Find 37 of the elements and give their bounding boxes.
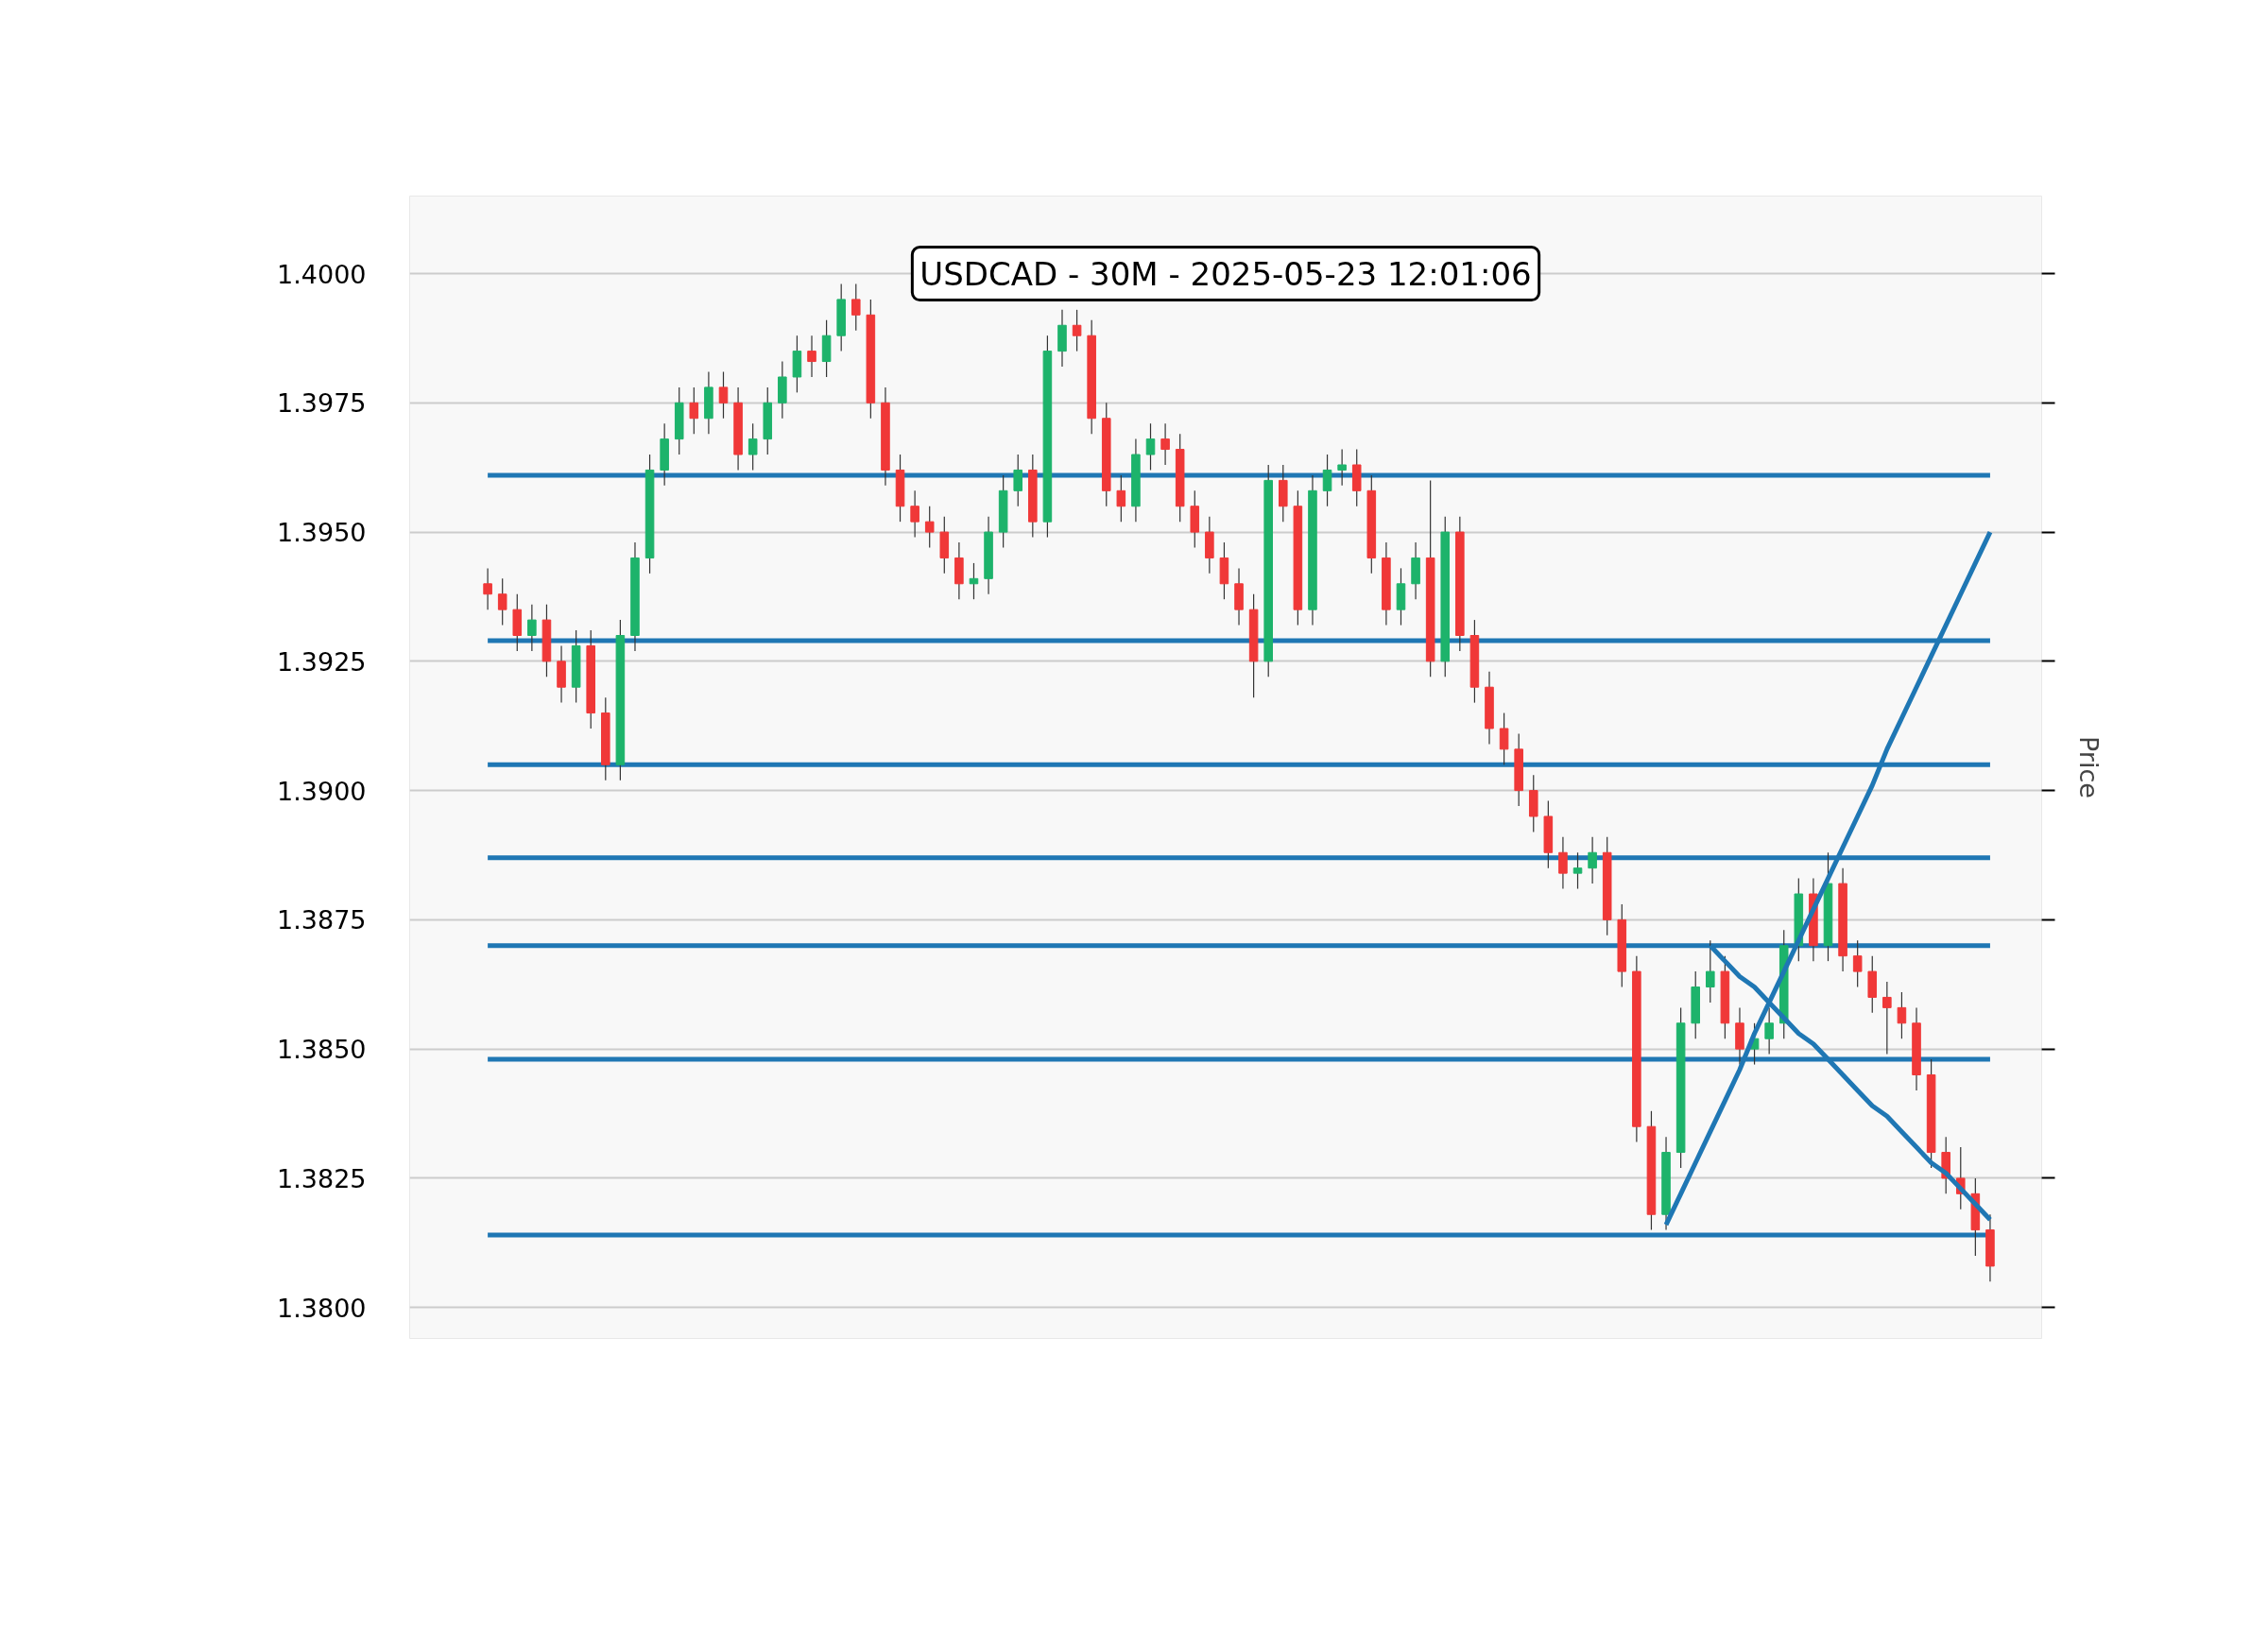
y-tick-label: 1.3850 bbox=[277, 1035, 367, 1065]
candlestick bbox=[747, 422, 758, 472]
candlestick bbox=[1764, 1006, 1774, 1055]
candlestick bbox=[1852, 939, 1863, 988]
candlestick bbox=[1160, 422, 1170, 466]
candlestick bbox=[1322, 454, 1332, 507]
candlestick bbox=[807, 335, 816, 378]
candlestick bbox=[1558, 836, 1568, 890]
candlestick bbox=[1145, 422, 1156, 472]
candlestick bbox=[1897, 991, 1907, 1039]
candlestick bbox=[1116, 474, 1126, 523]
candlestick bbox=[1499, 712, 1509, 765]
y-tick-label: 1.3925 bbox=[277, 646, 367, 677]
text: USDCAD - 30M - 2025-05-23 12:01:06 bbox=[919, 254, 1532, 293]
candlestick bbox=[1706, 939, 1715, 1004]
candlestick bbox=[910, 489, 919, 539]
candlestick bbox=[1572, 851, 1583, 890]
candlestick bbox=[689, 386, 699, 435]
candlestick bbox=[1882, 981, 1892, 1055]
y-tick-label: 1.3950 bbox=[277, 518, 367, 548]
y-tick-label: 1.3900 bbox=[277, 776, 367, 806]
candlestick bbox=[1013, 454, 1023, 507]
candlestick bbox=[497, 577, 507, 626]
candlestick bbox=[527, 604, 537, 652]
candlestick bbox=[850, 283, 861, 332]
candlestick bbox=[718, 370, 729, 420]
y-tick-label: 1.3875 bbox=[277, 905, 367, 935]
candlestick bbox=[1072, 309, 1082, 352]
candlestick bbox=[483, 567, 492, 610]
y-axis-title: Price bbox=[2073, 736, 2104, 798]
candlestick bbox=[1337, 448, 1347, 487]
y-tick-label: 1.3825 bbox=[277, 1163, 367, 1193]
candlestick bbox=[1588, 836, 1597, 884]
candlestick bbox=[924, 506, 935, 549]
y-tick-label: 1.4000 bbox=[277, 259, 367, 289]
y-tick-label: 1.3800 bbox=[277, 1293, 367, 1323]
y-tick-label: 1.3975 bbox=[277, 388, 367, 419]
